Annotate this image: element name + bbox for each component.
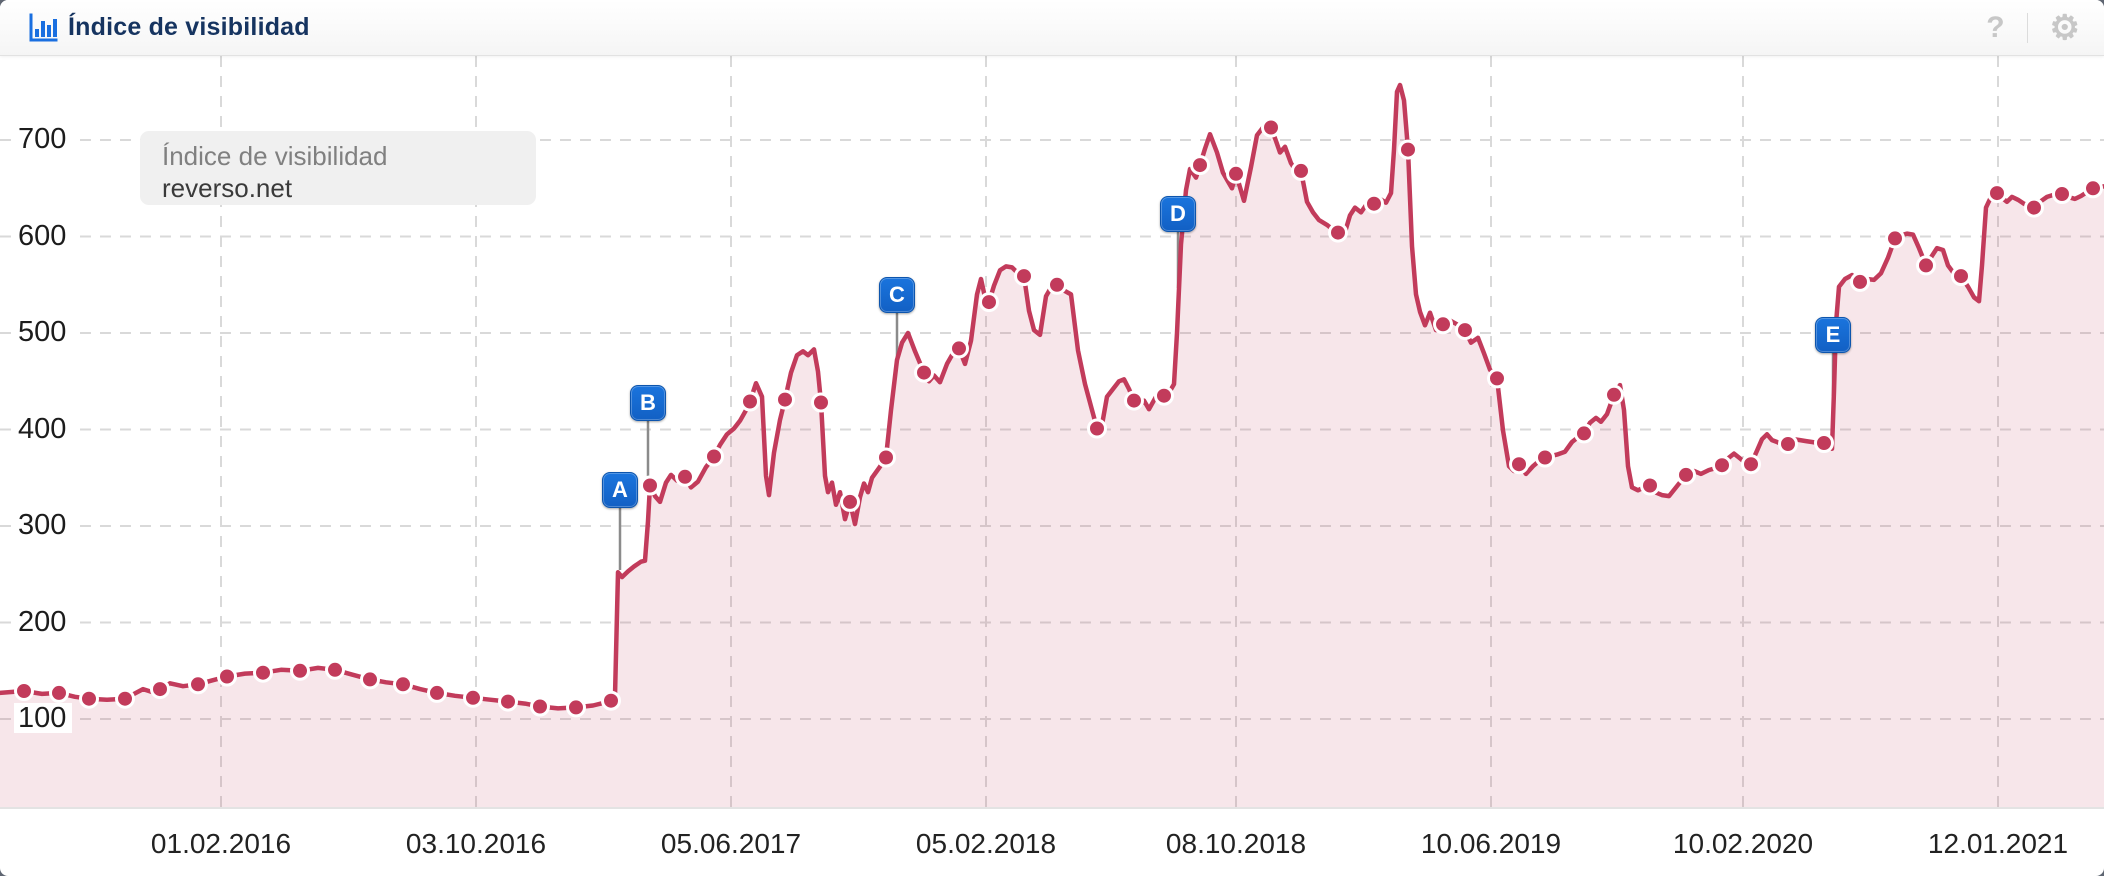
x-tick-label: 03.10.2016 — [405, 828, 547, 859]
event-badge-D[interactable]: D — [1160, 196, 1196, 232]
page-title: Índice de visibilidad — [68, 13, 310, 41]
data-point[interactable] — [1987, 183, 2007, 204]
data-point[interactable] — [1916, 255, 1936, 276]
data-point[interactable] — [1535, 447, 1555, 468]
data-point[interactable] — [675, 466, 695, 487]
legend-domain: reverso.net — [162, 173, 293, 203]
data-point[interactable] — [188, 674, 208, 695]
data-point[interactable] — [1604, 384, 1624, 405]
data-point[interactable] — [876, 447, 896, 468]
data-point[interactable] — [2024, 197, 2044, 218]
data-point[interactable] — [150, 679, 170, 700]
data-point[interactable] — [1850, 271, 1870, 292]
y-tick-label: 500 — [14, 317, 72, 347]
chart-legend: Índice de visibilidad reverso.net — [140, 131, 536, 205]
data-point[interactable] — [1741, 454, 1761, 475]
data-point[interactable] — [1226, 163, 1246, 184]
x-tick-label: 05.02.2018 — [915, 828, 1057, 859]
data-point[interactable] — [1487, 368, 1507, 389]
visibility-line — [0, 82, 2104, 711]
y-tick-label: 600 — [14, 220, 72, 251]
data-point[interactable] — [290, 660, 310, 681]
legend-metric-label: Índice de visibilidad — [162, 141, 388, 171]
data-point[interactable] — [14, 681, 34, 701]
event-badge-A[interactable]: A — [602, 472, 638, 508]
data-point[interactable] — [1640, 475, 1660, 496]
data-point[interactable] — [2083, 178, 2103, 199]
data-point[interactable] — [1014, 266, 1034, 287]
x-tick-label: 12.01.2021 — [1927, 828, 2069, 859]
data-point[interactable] — [360, 669, 380, 690]
x-tick-label: 01.02.2016 — [150, 828, 292, 859]
visibility-area — [0, 85, 2104, 808]
event-badge-E[interactable]: E — [1815, 317, 1851, 353]
bar-chart-icon — [29, 13, 58, 41]
x-tick-label: 08.10.2018 — [1165, 828, 1307, 859]
header-divider — [2026, 13, 2028, 43]
data-point[interactable] — [1676, 464, 1696, 485]
data-point[interactable] — [253, 662, 273, 683]
data-point[interactable] — [2052, 184, 2072, 204]
data-point[interactable] — [115, 688, 135, 709]
data-point[interactable] — [1455, 320, 1475, 341]
event-badge-C[interactable]: C — [879, 277, 915, 313]
settings-gear-icon[interactable]: ⚙ — [2049, 9, 2080, 47]
data-point[interactable] — [463, 687, 483, 708]
data-point[interactable] — [1778, 434, 1798, 454]
data-point[interactable] — [1509, 454, 1529, 475]
x-tick-label: 10.02.2020 — [1672, 828, 1814, 859]
help-button[interactable]: ? — [1986, 11, 2005, 44]
data-point[interactable] — [811, 392, 831, 413]
data-point[interactable] — [79, 688, 99, 709]
data-point[interactable] — [775, 389, 795, 410]
data-point[interactable] — [1124, 390, 1144, 411]
y-tick-label: 200 — [14, 606, 72, 637]
data-point[interactable] — [1190, 155, 1210, 176]
data-point[interactable] — [949, 338, 969, 359]
data-point[interactable] — [1087, 418, 1107, 439]
data-point[interactable] — [1433, 314, 1453, 335]
data-point[interactable] — [1814, 433, 1834, 453]
data-point[interactable] — [1328, 222, 1348, 243]
data-point[interactable] — [1951, 266, 1971, 287]
widget-header: Índice de visibilidad ? ⚙ — [0, 0, 2104, 56]
x-tick-label: 05.06.2017 — [660, 828, 802, 859]
y-tick-label: 100 — [14, 703, 72, 733]
data-point[interactable] — [530, 696, 550, 717]
data-point[interactable] — [49, 682, 69, 703]
data-point[interactable] — [1047, 274, 1067, 295]
data-point[interactable] — [217, 666, 237, 687]
data-point[interactable] — [640, 475, 660, 496]
data-point[interactable] — [427, 682, 447, 703]
data-point[interactable] — [1291, 160, 1311, 181]
y-tick-label: 700 — [14, 124, 72, 154]
event-badge-B[interactable]: B — [630, 385, 666, 421]
data-point[interactable] — [1885, 228, 1905, 249]
data-point[interactable] — [1261, 117, 1281, 138]
data-point[interactable] — [1712, 455, 1732, 476]
data-point[interactable] — [914, 362, 934, 383]
data-point[interactable] — [979, 292, 999, 313]
data-point[interactable] — [1154, 385, 1174, 406]
y-tick-label: 400 — [14, 413, 72, 444]
x-tick-label: 10.06.2019 — [1420, 828, 1562, 859]
data-point[interactable] — [325, 659, 345, 680]
data-point[interactable] — [601, 690, 621, 711]
data-point[interactable] — [1364, 193, 1384, 214]
data-point[interactable] — [393, 674, 413, 695]
data-point[interactable] — [498, 691, 518, 712]
y-tick-label: 300 — [14, 510, 72, 540]
data-point[interactable] — [1398, 139, 1418, 160]
data-point[interactable] — [566, 697, 586, 718]
data-point[interactable] — [740, 391, 760, 412]
data-point[interactable] — [704, 446, 724, 467]
data-point[interactable] — [840, 491, 860, 512]
data-point[interactable] — [1574, 423, 1594, 444]
